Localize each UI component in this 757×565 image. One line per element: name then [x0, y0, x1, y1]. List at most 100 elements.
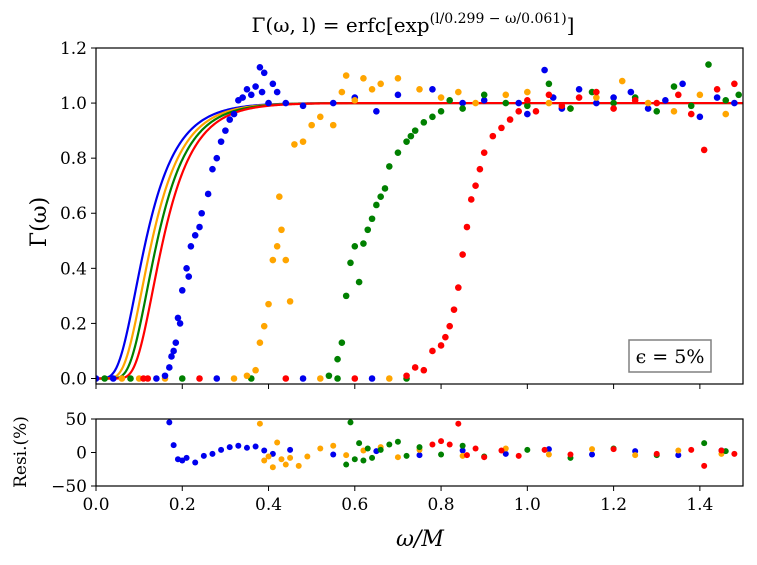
residual-point-green [360, 457, 367, 464]
title-main: Γ(ω, l) = erfc[exp [252, 13, 430, 37]
residual-point-green [356, 440, 363, 447]
residual-point-blue [330, 451, 337, 458]
ytick-label: 0.8 [60, 149, 87, 169]
data-point-blue [258, 88, 266, 96]
data-point-green [342, 292, 350, 300]
baseline-point [109, 375, 117, 382]
data-point-green [338, 339, 346, 346]
residual-point-orange [282, 461, 289, 468]
residual-point-blue [589, 451, 596, 458]
data-point-red [631, 97, 639, 104]
data-point-red [498, 124, 505, 132]
data-points [96, 61, 742, 382]
data-point-blue [662, 97, 669, 104]
data-point-red [532, 108, 540, 115]
residual-point-orange [304, 453, 311, 460]
baseline-point [178, 375, 186, 382]
xtick-label: 0.6 [341, 495, 368, 515]
data-point-green [705, 61, 712, 68]
data-point-green [545, 80, 553, 88]
data-point-blue [627, 88, 635, 96]
residual-point-orange [261, 457, 268, 464]
data-point-blue [373, 108, 380, 115]
data-point-blue [185, 273, 193, 280]
data-point-blue [176, 320, 184, 327]
residual-point-blue [416, 452, 423, 459]
baseline-point [127, 375, 134, 382]
data-point-blue [299, 102, 307, 110]
residual-point-green [524, 446, 531, 453]
data-point-green [722, 97, 730, 104]
residual-point-blue [235, 442, 242, 449]
residual-point-blue [675, 452, 682, 459]
fit-curve-red [96, 101, 743, 380]
residual-point-blue [179, 457, 186, 464]
data-point-blue [260, 69, 268, 77]
residual-point-blue [287, 446, 294, 453]
residual-ticks: 50 0 −500.0 0.2 0.4 0.6 0.8 1.0 1.2 1.4 [51, 410, 713, 515]
data-point-red [653, 99, 661, 107]
data-point-orange [299, 138, 307, 145]
data-point-green [411, 127, 419, 134]
residual-point-blue [502, 450, 509, 457]
baseline-point [282, 375, 290, 382]
res-ytick-label: 50 [65, 410, 87, 430]
data-point-green [347, 259, 354, 267]
data-point-orange [394, 74, 402, 82]
residual-point-red [429, 441, 436, 448]
baseline-point [368, 375, 376, 382]
residual-point-orange [589, 446, 596, 453]
residual-point-orange [269, 464, 276, 471]
data-point-green [407, 132, 415, 140]
residual-point-red [731, 450, 738, 457]
residual-point-green [364, 445, 371, 452]
title-exponent: (l/0.299 − ω/0.061) [430, 11, 567, 27]
residual-point-green [701, 440, 708, 447]
title-close: ] [567, 13, 575, 37]
data-point-green [567, 105, 574, 112]
data-point-blue [679, 80, 686, 88]
residual-point-red [438, 438, 445, 445]
data-point-blue [183, 265, 190, 272]
data-point-orange [282, 256, 290, 264]
data-point-blue [161, 372, 169, 380]
data-point-blue [213, 154, 221, 162]
data-point-orange [377, 80, 384, 88]
data-point-red [411, 364, 419, 371]
residual-point-blue [170, 442, 177, 449]
data-point-orange [338, 88, 346, 96]
residual-point-orange [287, 454, 294, 461]
data-point-green [670, 83, 678, 90]
residual-point-orange [295, 462, 302, 469]
data-point-red [489, 132, 497, 140]
data-point-green [403, 138, 410, 145]
data-point-orange [351, 97, 359, 104]
ytick-label: 0.2 [60, 314, 87, 334]
baseline-point [118, 375, 126, 382]
data-point-orange [316, 113, 324, 121]
data-point-orange [276, 193, 283, 201]
data-point-orange [273, 242, 281, 250]
residual-point-green [343, 461, 350, 468]
data-point-blue [394, 91, 402, 99]
data-point-blue [168, 353, 175, 360]
data-point-blue [252, 83, 259, 90]
residual-point-green [438, 451, 445, 458]
annotation-text: ϵ = 5% [636, 346, 705, 368]
baseline-point [299, 375, 307, 382]
baseline-point [101, 375, 108, 382]
data-point-red [437, 342, 445, 349]
data-point-green [687, 102, 695, 110]
data-point-red [558, 102, 566, 110]
data-point-blue [230, 110, 238, 118]
data-point-blue [644, 105, 652, 112]
data-point-orange [329, 121, 337, 129]
data-point-orange [243, 372, 251, 380]
data-point-green [735, 91, 742, 99]
residual-points [166, 419, 738, 471]
data-point-green [368, 215, 376, 223]
data-point-orange [265, 300, 272, 308]
data-point-red [463, 223, 471, 231]
residual-point-blue [218, 446, 225, 453]
data-point-orange [437, 94, 445, 101]
